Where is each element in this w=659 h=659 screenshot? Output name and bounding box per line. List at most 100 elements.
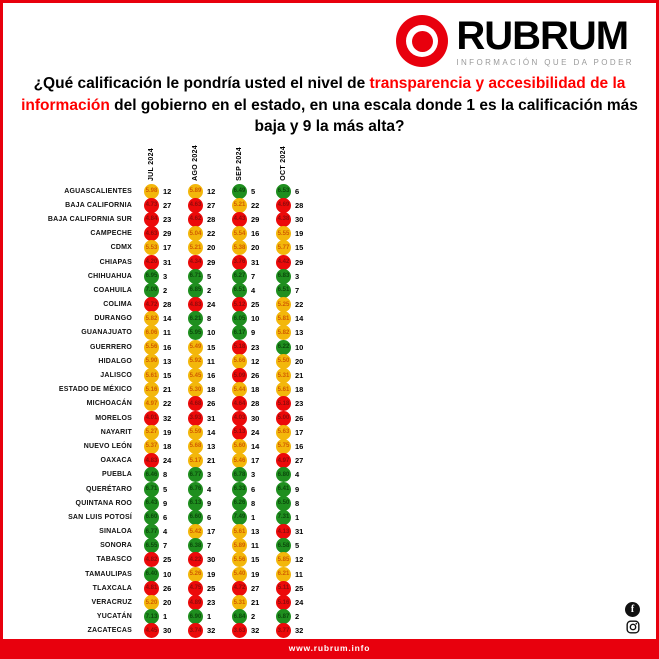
score-circle: 6.53 xyxy=(276,183,291,199)
rank-number: 23 xyxy=(163,214,172,224)
footer-bar: www.rubrum.info xyxy=(3,639,656,656)
score-circle: 5.56 xyxy=(144,339,159,355)
score-cell: 5.18 23 xyxy=(269,396,313,412)
score-cell: 4.20 31 xyxy=(137,254,181,270)
score-cell: 4.73 27 xyxy=(137,197,181,213)
rank-number: 21 xyxy=(163,385,172,395)
score-circle: 5.17 xyxy=(188,453,203,469)
score-cell: 3.76 31 xyxy=(225,254,269,270)
score-cell: 5.17 21 xyxy=(181,453,225,469)
score-circle: 5.85 xyxy=(276,552,291,568)
rank-number: 21 xyxy=(295,371,304,381)
rank-number: 15 xyxy=(251,555,260,565)
instagram-icon[interactable] xyxy=(625,620,640,634)
state-label: NUEVO LEÓN xyxy=(83,442,132,450)
score-cell: 5.66 12 xyxy=(225,353,269,369)
rank-number: 29 xyxy=(163,229,172,239)
logo-text: RUBRUM INFORMACIÓN QUE DA PODER xyxy=(456,16,634,67)
score-circle: 4.83 xyxy=(144,453,159,469)
score-circle: 5.92 xyxy=(188,353,203,369)
score-cell: 6.60 6 xyxy=(181,509,225,525)
score-circle: 4.13 xyxy=(276,524,291,540)
score-cell: 6.38 7 xyxy=(181,538,225,554)
score-circle: 4.72 xyxy=(232,580,247,596)
score-circle: 5.25 xyxy=(276,297,291,313)
score-cell: 5.89 12 xyxy=(181,183,225,199)
score-circle: 6.77 xyxy=(144,524,159,540)
state-label: GUERRERO xyxy=(89,343,132,351)
score-cell: 6.27 7 xyxy=(225,268,269,284)
score-circle: 4.03 xyxy=(232,410,247,426)
score-cell: 4.82 25 xyxy=(137,552,181,568)
rank-number: 13 xyxy=(295,328,304,338)
rank-number: 12 xyxy=(207,186,216,196)
rank-number: 30 xyxy=(295,214,304,224)
score-circle: 6.84 xyxy=(232,609,247,625)
column-header: JUL 2024 xyxy=(137,137,181,181)
rank-number: 22 xyxy=(251,200,260,210)
rank-number: 5 xyxy=(251,186,256,196)
table-row: HIDALGO 5.90 13 5.92 11 5.66 12 5.50 20 xyxy=(9,353,313,369)
rank-number: 12 xyxy=(251,356,260,366)
rank-number: 10 xyxy=(207,328,216,338)
score-circle: 6.43 xyxy=(144,495,159,511)
score-cell: 4.45 30 xyxy=(137,623,181,639)
table-body: AGUASCALIENTES 5.98 12 5.89 12 6.49 5 6.53 6 BAJA… xyxy=(9,183,313,639)
rank-number: 9 xyxy=(207,498,212,508)
score-cell: 3.77 32 xyxy=(269,623,313,639)
score-circle: 5.61 xyxy=(144,368,159,384)
table-row: ZACATECAS 4.45 30 3.74 32 3.63 32 3.77 32 xyxy=(9,623,313,639)
table-row: MICHOACÁN 4.97 22 4.68 26 4.64 28 5.18 23 xyxy=(9,396,313,412)
score-circle: 5.90 xyxy=(144,353,159,369)
score-cell: 5.92 11 xyxy=(181,353,225,369)
score-circle: 5.82 xyxy=(144,311,159,327)
score-circle: 5.53 xyxy=(144,240,159,256)
rank-number: 21 xyxy=(251,598,260,608)
rank-number: 17 xyxy=(251,456,260,466)
rank-number: 15 xyxy=(207,342,216,352)
score-cell: 4.84 23 xyxy=(137,211,181,227)
score-circle: 5.40 xyxy=(232,566,247,582)
score-circle: 5.21 xyxy=(232,197,247,213)
rank-number: 25 xyxy=(251,300,260,310)
score-circle: 5.38 xyxy=(232,240,247,256)
score-circle: 5.42 xyxy=(188,524,203,540)
score-cell: 6.83 3 xyxy=(269,268,313,284)
rubrum-logo: RUBRUM INFORMACIÓN QUE DA PODER xyxy=(396,15,634,67)
table-row: GUERRERO 5.56 16 5.49 15 5.18 23 6.22 10 xyxy=(9,339,313,355)
table-row: COAHUILA 7.00 2 6.85 2 6.51 4 6.51 7 xyxy=(9,282,313,298)
score-circle: 5.00 xyxy=(276,410,291,426)
score-circle: 4.34 xyxy=(188,254,203,270)
score-circle: 5.11 xyxy=(276,580,291,596)
social-icons: f xyxy=(625,602,640,634)
score-circle: 6.60 xyxy=(144,509,159,525)
column-header: OCT 2024 xyxy=(269,137,313,181)
score-cell: 6.33 6 xyxy=(225,481,269,497)
rank-number: 3 xyxy=(163,271,168,281)
table-row: COLIMA 4.72 28 4.83 24 5.12 25 5.25 22 xyxy=(9,297,313,313)
score-cell: 5.61 15 xyxy=(137,368,181,384)
score-circle: 5.61 xyxy=(276,382,291,398)
score-cell: 5.98 12 xyxy=(137,183,181,199)
score-cell: 5.27 19 xyxy=(137,424,181,440)
rank-number: 32 xyxy=(207,626,216,636)
website-link[interactable]: www.rubrum.info xyxy=(288,642,371,653)
rank-number: 14 xyxy=(295,314,304,324)
state-label: GUANAJUATO xyxy=(81,329,132,337)
score-circle: 6.78 xyxy=(232,467,247,483)
rank-number: 30 xyxy=(207,555,216,565)
rank-number: 31 xyxy=(295,527,304,537)
score-circle: 5.30 xyxy=(188,382,203,398)
score-cell: 6.77 4 xyxy=(137,524,181,540)
rank-number: 7 xyxy=(163,541,168,551)
score-circle: 4.97 xyxy=(276,453,291,469)
state-label: TAMAULIPAS xyxy=(85,570,132,578)
score-cell: 4.63 29 xyxy=(137,226,181,242)
facebook-icon[interactable]: f xyxy=(625,602,640,617)
score-circle: 5.98 xyxy=(144,183,159,199)
state-label: SAN LUIS POTOSÍ xyxy=(68,513,132,521)
score-circle: 6.13 xyxy=(188,495,203,511)
rank-number: 17 xyxy=(163,243,172,253)
score-cell: 6.53 6 xyxy=(269,183,313,199)
question-highlight: transparencia y accesibilidad de la info… xyxy=(21,75,626,114)
